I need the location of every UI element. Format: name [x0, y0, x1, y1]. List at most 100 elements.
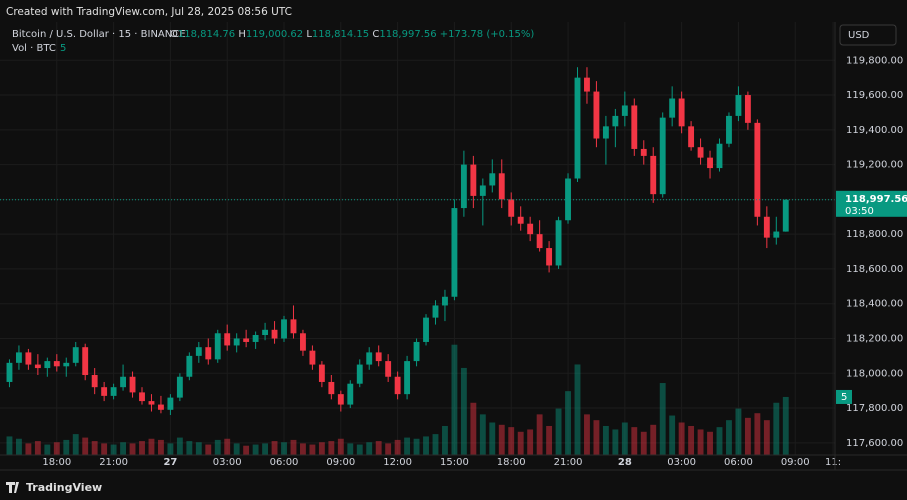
y-tick-label: 118,200.00: [846, 333, 903, 344]
volume-bar: [574, 364, 581, 455]
volume-bar: [650, 424, 657, 455]
candle-body: [129, 376, 136, 393]
candle-body: [735, 95, 742, 116]
volume-bar: [707, 431, 713, 455]
candle-body: [72, 347, 79, 363]
volume-bar: [281, 442, 287, 455]
x-tick-label: 21:00: [554, 457, 583, 468]
candle-body: [498, 173, 505, 200]
candle-body: [91, 375, 98, 388]
candle-body: [517, 216, 524, 224]
x-tick-label: 18:00: [42, 457, 71, 468]
candle-body: [205, 347, 212, 360]
x-tick-label: 12:00: [383, 457, 412, 468]
currency-label: USD: [848, 30, 870, 41]
candle-body: [167, 397, 174, 410]
y-tick-label: 117,800.00: [846, 403, 903, 414]
x-tick-label: 15:00: [440, 457, 469, 468]
candle-body: [44, 361, 51, 369]
candle-body: [281, 319, 287, 339]
volume-bar: [659, 383, 666, 455]
created-note: Created with TradingView.com, Jul 28, 20…: [6, 6, 292, 18]
candle-body: [300, 333, 306, 351]
candle-body: [224, 333, 231, 346]
volume-bar: [120, 442, 127, 455]
volume-bar: [754, 413, 761, 455]
x-tick-label: 21:00: [99, 457, 128, 468]
volume-bar: [423, 436, 429, 455]
candle-body: [584, 77, 590, 92]
footer-brand: TradingView: [26, 481, 102, 494]
candle-body: [252, 335, 259, 342]
candle-body: [186, 355, 193, 377]
last-price-tag: [836, 190, 907, 217]
candle-body: [782, 199, 789, 232]
volume-bar: [782, 396, 789, 455]
volume-bar: [101, 443, 108, 455]
candle-body: [195, 347, 202, 356]
volume-bar: [536, 414, 543, 455]
candle-body: [82, 347, 89, 376]
candle-body: [659, 117, 666, 195]
candle-body: [479, 185, 486, 196]
volume-bar: [470, 402, 477, 455]
x-tick-label: 18:00: [497, 457, 526, 468]
y-tick-label: 118,400.00: [846, 299, 903, 310]
volume-bar: [44, 444, 51, 455]
volume-bar: [129, 443, 136, 455]
candle-body: [34, 364, 41, 369]
candle-body: [451, 208, 458, 297]
candle-body: [120, 376, 127, 388]
candle-body: [158, 404, 164, 410]
symbol: Bitcoin / U.S. Dollar · 15 · BINANCE: [12, 29, 186, 40]
candle-body: [546, 248, 553, 266]
y-tick-label: 117,600.00: [846, 438, 903, 449]
candle-body: [271, 329, 278, 339]
candle-body: [262, 329, 269, 336]
candle-body: [328, 381, 335, 395]
candle-body: [25, 352, 32, 365]
layer: 117,600.00 117,800.00 118,000.00 118,200.00…: [0, 22, 907, 468]
volume-bar: [593, 420, 600, 455]
candle-body: [688, 126, 695, 148]
volume-bar: [394, 439, 401, 455]
candle-body: [489, 173, 496, 186]
volume-bar: [309, 444, 316, 455]
volume-bar: [375, 441, 382, 455]
ohlc-change: +173.78 (+0.15%): [440, 29, 535, 40]
volume-bar: [328, 441, 335, 455]
volume-bar: [621, 422, 628, 455]
volume-bar: [139, 441, 145, 455]
plot-bg: [0, 22, 835, 455]
volume-bar: [167, 443, 174, 455]
candle-body: [404, 361, 411, 395]
candle-body: [233, 338, 240, 346]
candle-body: [110, 387, 117, 396]
volume-bar: [233, 443, 240, 455]
volume-bar: [91, 441, 98, 455]
volume-bar: [205, 444, 212, 455]
candle-body: [640, 148, 647, 156]
currency-button[interactable]: [839, 24, 897, 46]
volume-bar: [252, 444, 259, 455]
volume-bar: [678, 422, 685, 455]
candle-body: [536, 234, 543, 249]
candle-body: [63, 362, 70, 367]
candle-body: [290, 319, 297, 334]
volume-bar: [148, 438, 155, 455]
vol-name: Vol · BTC: [12, 43, 56, 54]
volume-bar: [110, 444, 117, 455]
last-price-label: 118,997.56: [845, 194, 907, 205]
x-tick-label: 28: [618, 457, 632, 468]
ohlc-key: O: [170, 29, 178, 40]
volume-bar: [195, 442, 202, 455]
candle-body: [356, 364, 363, 384]
candle-body: [460, 164, 467, 209]
logo: [6, 482, 19, 493]
candle-body: [413, 341, 420, 362]
volume-bar: [413, 438, 420, 455]
candle-body: [763, 216, 770, 238]
candle-body: [318, 364, 325, 382]
candle-body: [470, 164, 477, 196]
volume-bar: [442, 425, 448, 455]
